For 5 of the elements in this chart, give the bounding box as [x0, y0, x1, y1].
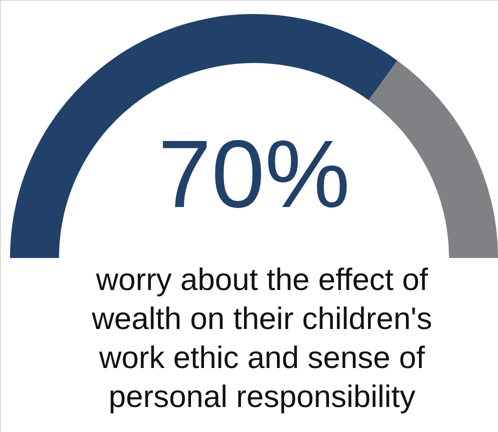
text: personal responsibility — [108, 379, 416, 414]
text: work ethic and sense of — [98, 340, 426, 375]
data-label: 70% — [158, 121, 350, 228]
text: wealth on their children's — [90, 301, 432, 336]
text: worry about the effect of — [94, 262, 428, 297]
